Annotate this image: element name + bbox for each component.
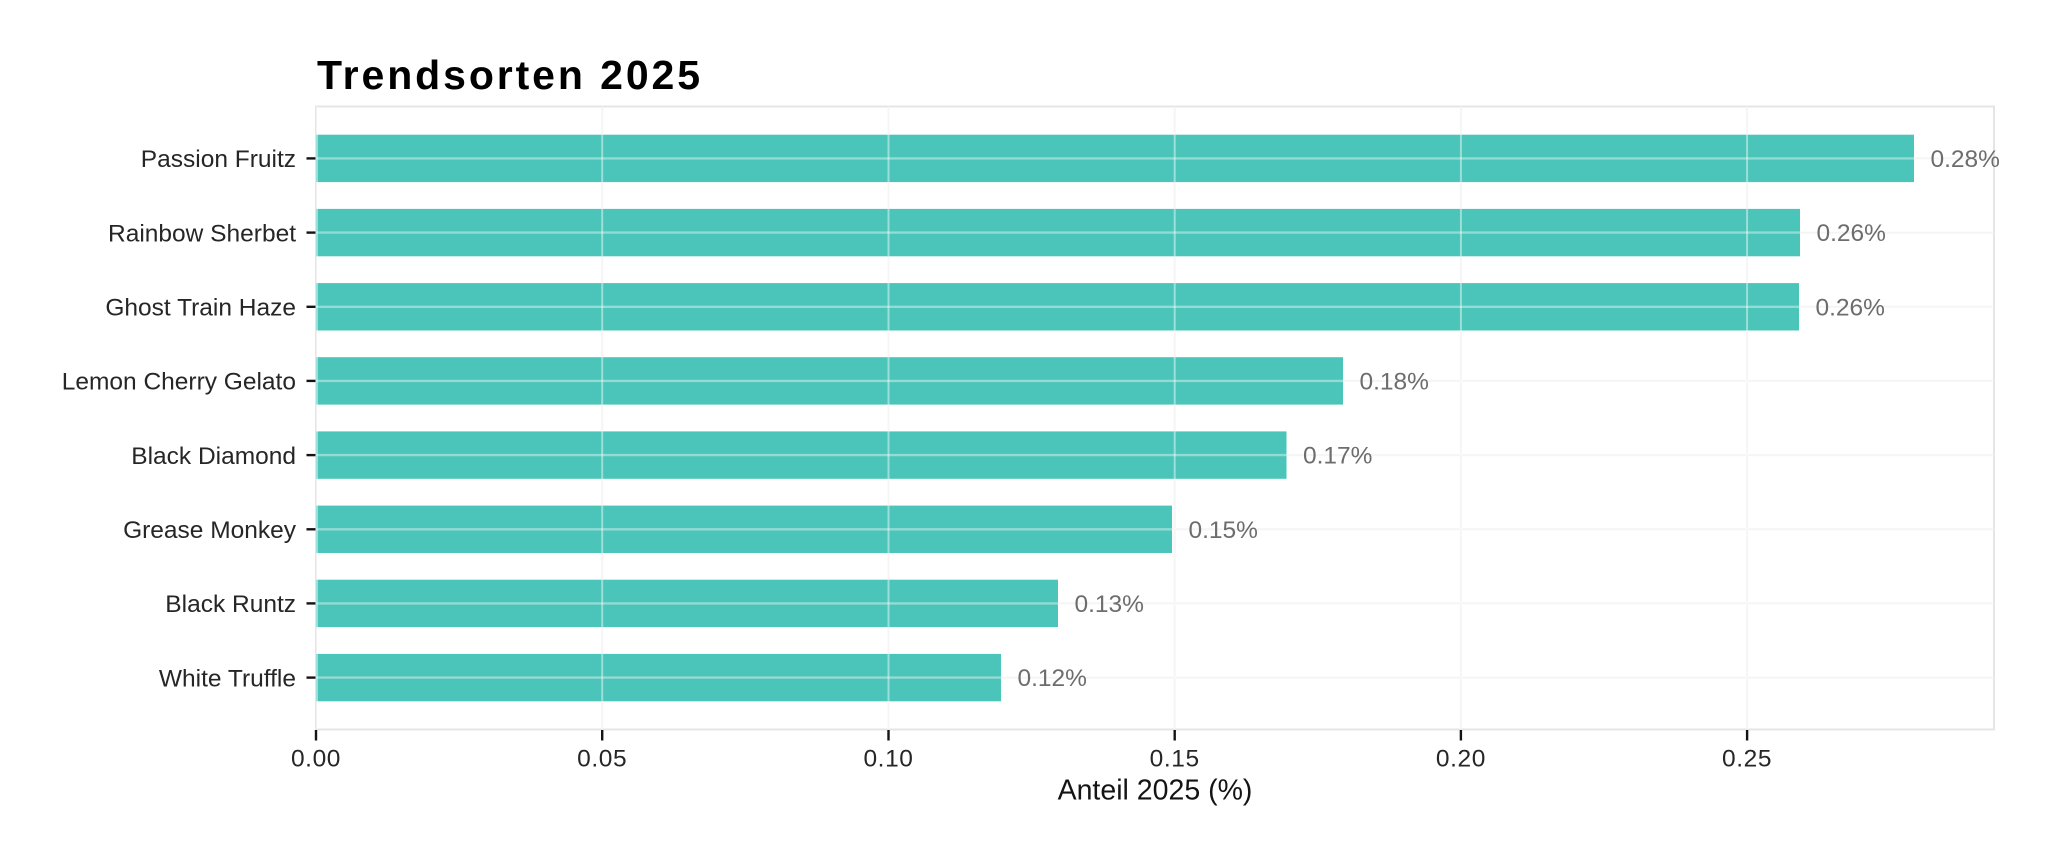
svg-text:Black Runtz: Black Runtz [165, 591, 296, 618]
svg-text:Anteil 2025 (%): Anteil 2025 (%) [1058, 775, 1253, 807]
svg-text:0.26%: 0.26% [1817, 220, 1886, 247]
svg-text:0.15: 0.15 [1150, 746, 1200, 773]
svg-text:0.20: 0.20 [1436, 746, 1486, 773]
svg-text:0.05: 0.05 [577, 746, 627, 773]
svg-text:0.17%: 0.17% [1303, 443, 1372, 470]
svg-text:0.00: 0.00 [291, 746, 341, 773]
svg-text:Trendsorten 2025: Trendsorten 2025 [317, 52, 703, 98]
svg-text:0.28%: 0.28% [1931, 146, 2000, 173]
svg-text:0.18%: 0.18% [1360, 369, 1429, 396]
svg-text:0.10: 0.10 [863, 746, 913, 773]
svg-text:0.15%: 0.15% [1189, 517, 1258, 544]
svg-text:0.13%: 0.13% [1075, 591, 1144, 618]
svg-text:0.12%: 0.12% [1018, 665, 1087, 692]
svg-text:Lemon Cherry Gelato: Lemon Cherry Gelato [62, 369, 296, 396]
svg-text:0.25: 0.25 [1722, 746, 1772, 773]
svg-text:Rainbow Sherbet: Rainbow Sherbet [108, 220, 296, 247]
svg-text:White Truffle: White Truffle [159, 665, 296, 692]
svg-text:Passion Fruitz: Passion Fruitz [141, 146, 296, 173]
svg-text:0.26%: 0.26% [1816, 294, 1885, 321]
svg-text:Black Diamond: Black Diamond [131, 443, 296, 470]
svg-text:Grease Monkey: Grease Monkey [123, 517, 297, 544]
svg-text:Ghost Train Haze: Ghost Train Haze [105, 295, 296, 322]
